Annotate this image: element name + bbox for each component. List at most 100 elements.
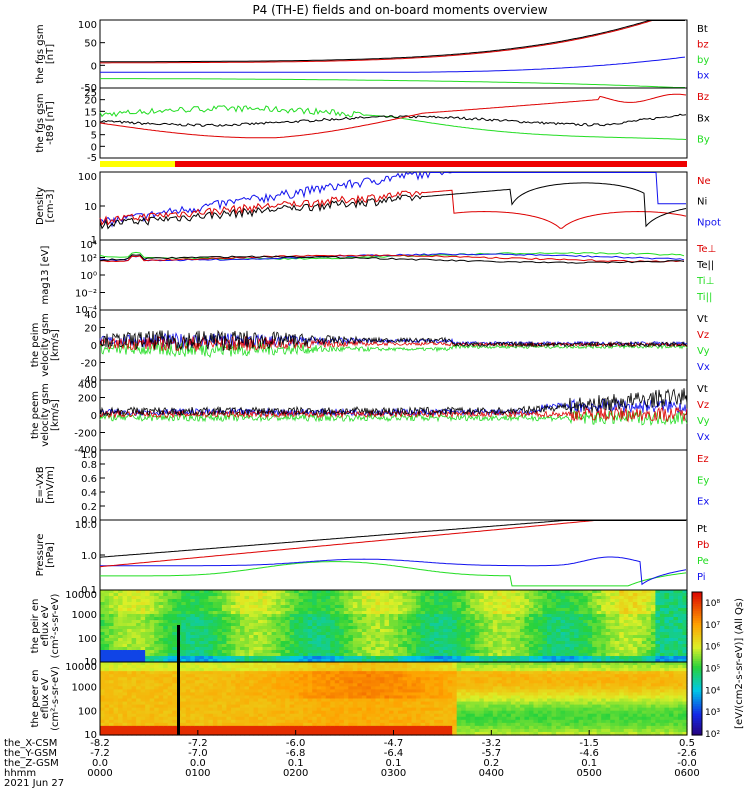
heat-cell [217,722,223,727]
heat-cell [172,656,178,660]
heat-cell [109,725,115,730]
heat-cell [244,725,250,730]
heat-cell [479,614,485,618]
heat-cell [334,596,340,600]
heat-cell [488,614,494,618]
heat-cell [560,623,566,627]
heat-cell [244,731,250,736]
heat-cell [190,620,196,624]
heat-cell [560,647,566,651]
heat-cell [253,731,259,736]
heat-cell [646,614,652,618]
heat-cell [425,629,431,633]
heat-cell [190,722,196,727]
heat-cell [407,611,413,615]
heat-cell [217,713,223,718]
legend-npot: Npot [697,217,721,228]
heat-cell [181,653,187,657]
heat-cell [416,629,422,633]
heat-cell [578,593,584,597]
heat-cell [127,593,133,597]
heat-cell [145,674,151,678]
heat-cell [140,701,146,706]
heat-cell [537,599,544,603]
heat-cell [127,698,133,703]
heat-cell [407,701,413,706]
heat-cell [280,668,286,672]
heat-cell [614,590,620,594]
heat-cell [253,590,259,594]
heat-cell [456,659,462,663]
heat-cell [199,731,205,736]
heat-cell [122,611,128,615]
heat-cell [379,659,386,663]
heat-cell [452,611,458,615]
heat-cell [375,704,381,709]
heat-cell [411,647,417,651]
heat-cell [167,719,173,724]
heat-cell [357,671,363,675]
heat-cell [131,671,137,675]
heat-cell [578,638,584,642]
heat-cell [343,722,349,727]
heat-cell [325,689,331,694]
heat-cell [632,590,638,594]
heat-cell [393,605,399,609]
heat-cell [136,617,142,621]
heat-cell [510,656,517,660]
heat-cell [488,644,494,648]
heat-cell [271,695,277,700]
heat-cell [601,659,607,663]
heat-cell [312,608,318,612]
heat-cell [677,632,684,636]
heat-cell [167,668,173,672]
heat-cell [262,725,268,730]
heat-cell [461,653,467,657]
heat-cell [510,614,517,618]
heat-cell [488,635,494,639]
heat-cell [280,695,286,700]
heat-cell [366,599,372,603]
heat-cell [294,593,300,597]
heat-cell [131,680,137,684]
heat-cell [235,626,241,630]
heat-cell [668,596,675,600]
heat-cell [515,635,521,639]
heat-cell [456,605,462,609]
heat-cell [547,620,553,624]
heat-cell [312,617,318,621]
heat-cell [276,620,282,624]
heat-cell [145,608,151,612]
heat-cell [411,629,417,633]
heat-cell [239,656,246,660]
heat-cell [244,650,250,654]
heat-cell [136,653,142,657]
heat-cell [461,629,467,633]
heat-cell [348,704,354,709]
heat-cell [271,698,277,703]
heat-cell [176,623,182,627]
heat-cell [492,617,498,621]
heat-cell [199,647,205,651]
heat-cell [221,602,228,606]
heat-cell [127,632,133,636]
heat-cell [343,665,349,669]
heat-cell [556,623,562,627]
heat-cell [542,650,548,654]
heat-cell [267,599,273,603]
heat-cell [145,638,151,642]
heat-cell [267,641,273,645]
heat-cell [280,716,286,721]
heat-cell [140,728,146,733]
heat-cell [334,680,340,684]
heat-cell [235,620,241,624]
heat-cell [239,725,246,730]
heat-cell [407,662,413,666]
heat-cell [402,725,408,730]
heat-cell [330,641,336,645]
heat-cell [249,665,255,669]
heat-cell [249,725,255,730]
heat-cell [402,722,408,727]
heat-cell [547,605,553,609]
